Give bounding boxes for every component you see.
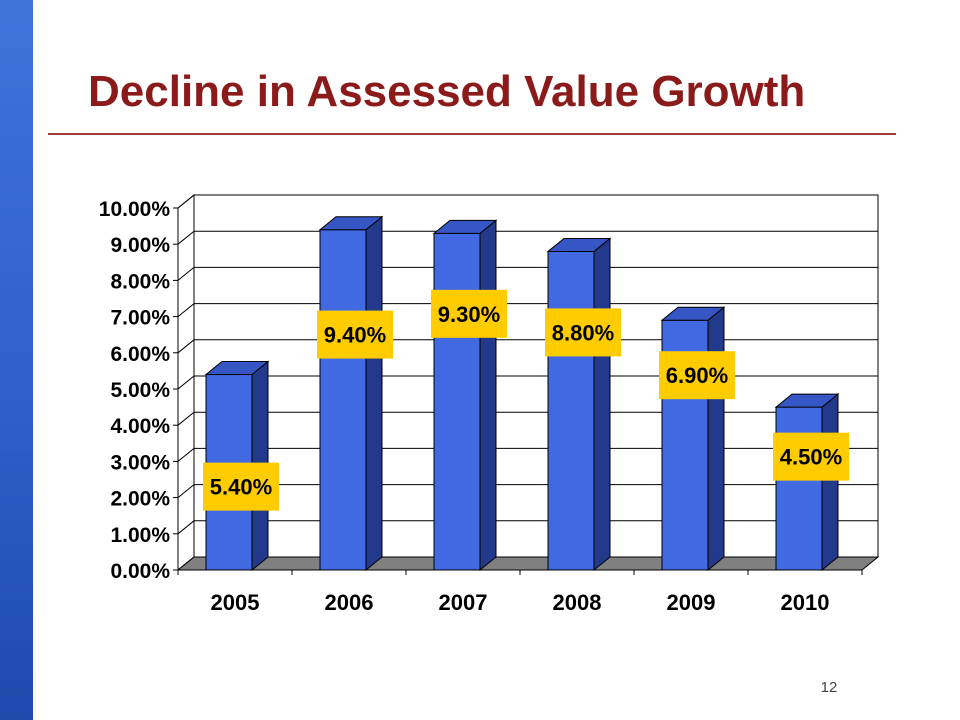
bar-top [546,237,612,252]
gridline [177,194,878,209]
data-label-text: 5.40% [210,475,272,500]
y-tick-label: 4.00% [110,415,170,438]
bar-2007 [432,219,498,572]
y-tick-label: 2.00% [110,488,170,511]
data-label-box [431,289,507,338]
bar-2009 [660,306,726,572]
data-label-text: 6.90% [666,363,728,388]
bar-front [433,232,481,571]
gridline [177,520,878,535]
y-tick-label: 7.00% [110,307,170,330]
y-tick-label: 5.00% [110,379,170,402]
data-label-2007: 9.30% [431,289,507,338]
data-label-box [203,462,279,511]
left-accent-bar [0,0,33,720]
y-tick-label: 9.00% [110,234,170,257]
data-label-box [659,351,735,400]
bar-top [432,219,498,234]
data-label-2006: 9.40% [317,310,393,359]
bar-2008 [546,237,612,572]
bar-top [774,393,840,408]
data-label-text: 4.50% [780,445,842,470]
gridline [177,230,878,245]
y-tick-label: 8.00% [110,270,170,293]
data-label-2010: 4.50% [773,432,849,481]
x-tick-label: 2006 [325,590,374,615]
y-tick-label: 10.00% [99,198,171,221]
gridline [177,339,878,354]
data-label-2009: 6.90% [659,351,735,400]
data-label-text: 9.40% [324,323,386,348]
gridline [177,484,878,498]
y-tick-label: 1.00% [110,524,170,547]
slide-title: Decline in Assessed Value Growth [88,67,806,116]
gridline [177,411,878,426]
gridline [177,375,878,390]
bar-side [365,215,383,572]
bar-2010 [774,393,840,572]
data-label-box [317,310,393,359]
data-label-box [545,308,621,357]
data-label-2008: 8.80% [545,308,621,357]
y-tick-label: 6.00% [110,343,170,366]
x-tick-label: 2007 [439,590,488,615]
bar-front [775,406,823,571]
title-divider [48,133,896,135]
bar-front [319,229,367,571]
chart-floor [176,556,880,571]
bar-2006 [318,215,384,572]
x-tick-label: 2008 [553,590,602,615]
x-tick-label: 2009 [667,590,716,615]
bar-side [707,306,725,572]
bar-front [547,250,595,571]
y-tick-label: 3.00% [110,451,170,474]
data-label-text: 9.30% [438,302,500,327]
bar-top [318,216,384,231]
bar-top [660,306,726,321]
y-tick-label: 0.00% [110,560,170,583]
gridline [177,266,878,281]
x-tick-label: 2010 [781,590,830,615]
data-label-box [773,432,849,481]
slide-number: 12 [820,679,838,696]
data-label-2005: 5.40% [203,462,279,511]
bar-side [593,237,611,572]
data-label-text: 8.80% [552,320,614,345]
bar-side [479,219,497,572]
bar-side [821,393,839,572]
gridline [177,447,878,462]
gridline [177,303,878,317]
x-tick-label: 2005 [211,590,260,615]
bar-top [204,361,270,376]
